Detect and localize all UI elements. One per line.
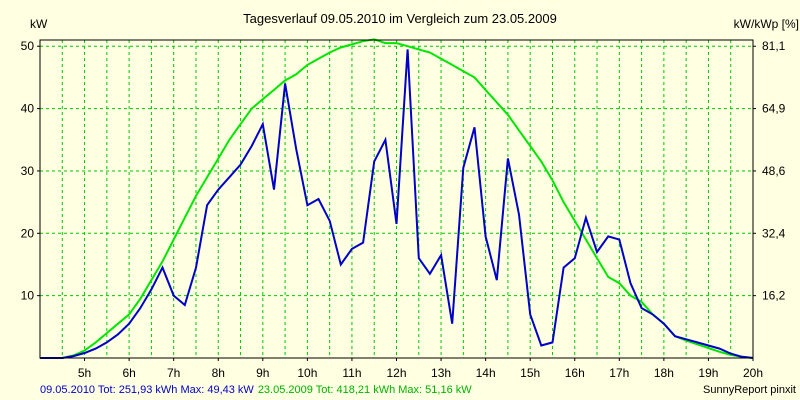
- y-tick-label-left-40: 40: [21, 102, 35, 116]
- x-tick-label-12: 12h: [386, 366, 406, 380]
- y-ticks-left: 10 20 30 40 50: [21, 39, 40, 303]
- x-tick-label-7: 7h: [167, 366, 180, 380]
- legend-2010: 09.05.2010 Tot: 251,93 kWh Max: 49,43 kW: [40, 384, 254, 396]
- x-tick-label-16: 16h: [565, 366, 585, 380]
- series-line-2010: [40, 49, 754, 359]
- x-tick-label-6: 6h: [122, 366, 135, 380]
- footer-brand: SunnyReport pinxit: [703, 384, 796, 396]
- y-tick-label-right-5: 81,1: [762, 39, 786, 53]
- grid: [40, 40, 754, 358]
- x-tick-label-17: 17h: [609, 366, 629, 380]
- y-ticks-right: 16,2 32,4 48,6 64,9 81,1: [753, 39, 786, 303]
- y-tick-label-right-1: 16,2: [762, 289, 786, 303]
- y-tick-label-left-20: 20: [21, 226, 35, 240]
- y-tick-label-left-50: 50: [21, 39, 35, 53]
- x-tick-label-18: 18h: [654, 366, 674, 380]
- y-axis-left-label: kW: [30, 17, 48, 31]
- x-tick-label-13: 13h: [431, 366, 451, 380]
- x-tick-label-19: 19h: [698, 366, 718, 380]
- y-tick-label-left-10: 10: [21, 289, 35, 303]
- plot-frame: [39, 39, 754, 359]
- y-axis-right-label: kW/kWp [%]: [734, 17, 799, 31]
- x-tick-label-20: 20h: [743, 366, 763, 380]
- chart-title: Tagesverlauf 09.05.2010 im Vergleich zum…: [243, 11, 557, 26]
- footer-legend: 09.05.2010 Tot: 251,93 kWh Max: 49,43 kW…: [40, 384, 472, 396]
- series-line-2009: [40, 38, 754, 359]
- x-ticks: 5h 6h 7h 8h 9h 10h 11h 12h 13h 14h 15h 16h 17h 18h 19h…: [78, 358, 763, 380]
- x-tick-label-10: 10h: [297, 366, 317, 380]
- y-tick-label-right-2: 32,4: [762, 226, 786, 240]
- y-tick-label-right-4: 64,9: [762, 102, 786, 116]
- y-tick-label-left-30: 30: [21, 164, 35, 178]
- x-tick-label-14: 14h: [476, 366, 496, 380]
- y-tick-label-right-3: 48,6: [762, 164, 786, 178]
- x-tick-label-11: 11h: [342, 366, 361, 380]
- series-group: [40, 38, 754, 359]
- x-tick-label-15: 15h: [520, 366, 540, 380]
- x-tick-label-5: 5h: [78, 366, 91, 380]
- legend-2009: 23.05.2009 Tot: 418,21 kWh Max: 51,16 kW: [258, 384, 472, 396]
- x-tick-label-9: 9h: [256, 366, 269, 380]
- x-tick-label-8: 8h: [212, 366, 225, 380]
